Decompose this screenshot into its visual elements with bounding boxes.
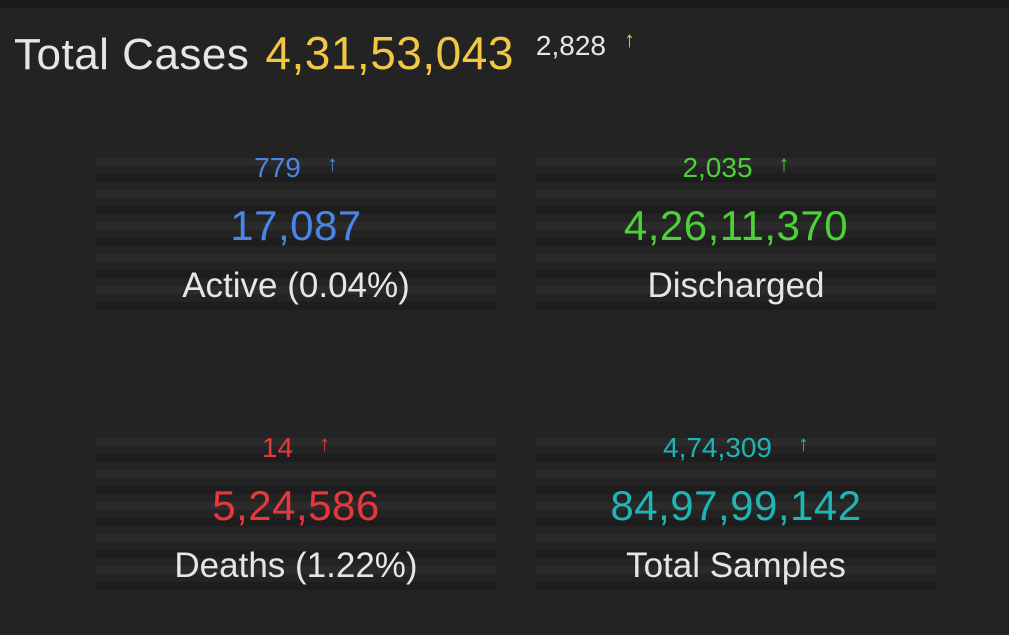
stat-card-active: 779 ↑ 17,087 Active (0.04%) [96, 150, 496, 310]
total-cases-delta: 2,828 [535, 30, 606, 61]
up-arrow-icon: ↑ [319, 431, 331, 456]
deaths-delta: 14 [261, 432, 294, 463]
samples-delta: 4,74,309 [663, 432, 772, 463]
stat-card-discharged: 2,035 ↑ 4,26,11,370 Discharged [536, 150, 936, 310]
discharged-value: 4,26,11,370 [623, 202, 849, 249]
samples-value: 84,97,99,142 [610, 482, 862, 529]
up-arrow-icon: ↑ [326, 151, 338, 176]
discharged-caption: Discharged [647, 266, 825, 305]
card-background [536, 430, 936, 590]
card-background [96, 430, 496, 590]
total-cases-value: 4,31,53,043 [265, 27, 514, 79]
discharged-delta: 2,035 [682, 152, 753, 183]
discharged-delta-row: 2,035 ↑ [536, 151, 936, 184]
active-delta-row: 779 ↑ [96, 151, 496, 184]
active-delta: 779 [254, 152, 301, 183]
samples-caption: Total Samples [626, 546, 846, 585]
up-arrow-icon: ↑ [798, 431, 809, 456]
stat-card-deaths: 14 ↑ 5,24,586 Deaths (1.22%) [96, 430, 496, 590]
up-arrow-icon: ↑ [623, 27, 635, 52]
card-background [96, 150, 496, 310]
stat-card-samples: 4,74,309 ↑ 84,97,99,142 Total Samples [536, 430, 936, 590]
active-caption: Active (0.04%) [182, 266, 410, 305]
total-cases-header: Total Cases 4,31,53,043 2,828 ↑ [14, 26, 635, 80]
samples-delta-row: 4,74,309 ↑ [536, 431, 936, 464]
active-value: 17,087 [230, 202, 362, 249]
deaths-delta-row: 14 ↑ [96, 431, 496, 464]
card-background [536, 150, 936, 310]
deaths-value: 5,24,586 [212, 482, 380, 529]
deaths-caption: Deaths (1.22%) [174, 546, 418, 585]
up-arrow-icon: ↑ [778, 151, 790, 176]
total-cases-label: Total Cases [14, 30, 250, 79]
